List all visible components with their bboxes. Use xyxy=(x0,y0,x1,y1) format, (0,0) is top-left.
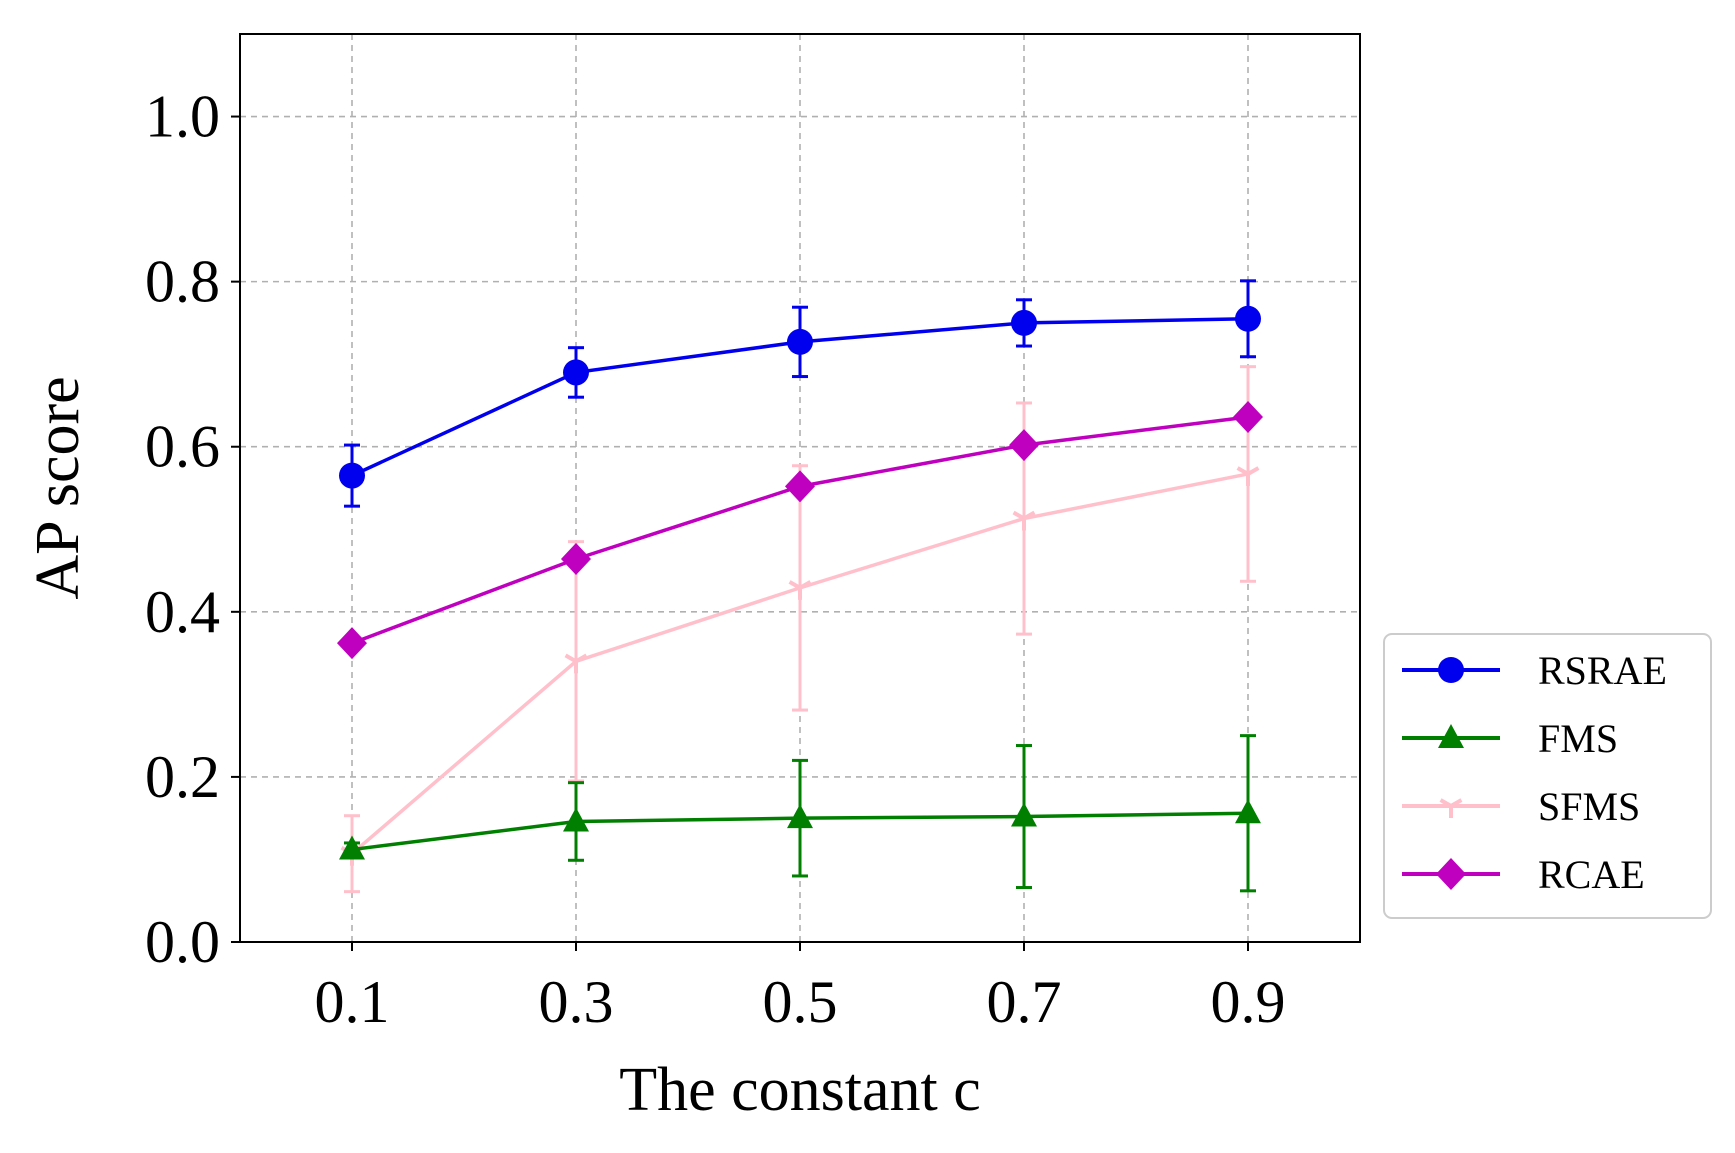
x-tick-label: 0.5 xyxy=(763,969,838,1035)
axis-ticks: 0.1 0.3 0.5 0.7 0.9 0.0 0.2 0.4 0.6 0.8 1.0 xyxy=(145,84,1286,1035)
marker-stroke xyxy=(564,653,577,664)
marker-stroke xyxy=(799,580,812,590)
data-point xyxy=(339,462,365,489)
marker-stroke xyxy=(1236,466,1249,476)
data-point xyxy=(563,807,589,832)
data-point xyxy=(788,580,812,600)
data-point xyxy=(339,835,365,860)
legend-marker xyxy=(1439,798,1463,818)
data-point xyxy=(1236,466,1260,486)
legend-label: SFMS xyxy=(1538,784,1640,829)
data-point xyxy=(564,653,588,674)
x-tick-label: 0.1 xyxy=(315,969,390,1035)
marker-stroke xyxy=(1439,798,1452,808)
data-point xyxy=(787,328,813,355)
legend-item-rcae: RCAE xyxy=(1402,852,1645,897)
y-tick-label: 0.6 xyxy=(145,414,220,480)
series-group xyxy=(337,279,1263,894)
data-point xyxy=(563,359,589,386)
legend-marker xyxy=(1438,657,1464,683)
data-point xyxy=(337,627,367,660)
y-tick-label: 0.4 xyxy=(145,579,220,645)
data-point xyxy=(1011,309,1037,336)
marker-stroke xyxy=(1023,510,1036,521)
y-tick-label: 0.2 xyxy=(145,744,220,810)
data-point xyxy=(1009,429,1039,462)
y-axis-title: AP score xyxy=(24,376,92,599)
marker-stroke xyxy=(1450,798,1463,808)
legend-marker xyxy=(1436,858,1466,890)
y-tick-label: 1.0 xyxy=(145,84,220,150)
marker-stroke xyxy=(1247,466,1260,476)
y-tick-label: 0.0 xyxy=(145,909,220,975)
legend-label: FMS xyxy=(1538,716,1618,761)
legend-label: RCAE xyxy=(1538,852,1645,897)
series-rcae xyxy=(337,401,1263,660)
marker-stroke xyxy=(575,653,588,664)
x-axis-title: The constant c xyxy=(619,1056,981,1124)
series-fms xyxy=(339,734,1261,893)
data-point xyxy=(1233,401,1263,434)
data-point xyxy=(1011,802,1037,827)
data-point xyxy=(1235,305,1261,332)
data-point xyxy=(561,542,591,575)
series-rsrae xyxy=(339,279,1261,508)
legend-item-sfms: SFMS xyxy=(1402,784,1640,829)
y-tick-label: 0.8 xyxy=(145,249,220,315)
legend-item-rsrae: RSRAE xyxy=(1402,648,1667,693)
data-point xyxy=(1235,799,1261,824)
x-tick-label: 0.7 xyxy=(987,969,1062,1035)
legend-item-fms: FMS xyxy=(1402,716,1618,761)
x-tick-label: 0.3 xyxy=(539,969,614,1035)
marker-stroke xyxy=(788,580,801,590)
x-tick-label: 0.9 xyxy=(1211,969,1286,1035)
legend-label: RSRAE xyxy=(1538,648,1667,693)
legend: RSRAE FMS SFMS RCAE xyxy=(1383,633,1712,919)
legend-box xyxy=(1383,633,1712,919)
legend-marker xyxy=(1438,724,1464,748)
data-point xyxy=(785,470,815,503)
data-point xyxy=(787,804,813,829)
marker-stroke xyxy=(1012,510,1025,521)
data-point xyxy=(1012,510,1036,531)
